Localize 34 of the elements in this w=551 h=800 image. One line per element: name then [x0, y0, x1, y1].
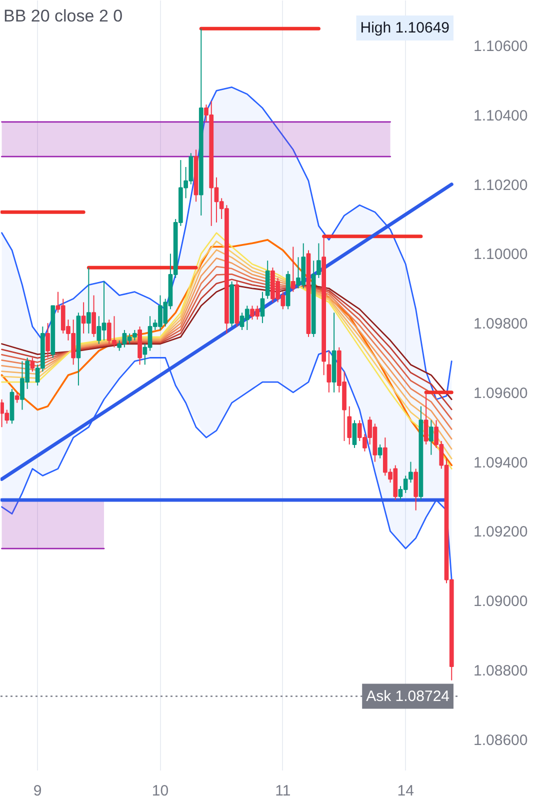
chart-title: BB 20 close 2 0	[4, 6, 123, 26]
candlestick	[428, 420, 434, 456]
candlestick	[352, 420, 357, 448]
candlestick	[378, 444, 382, 459]
line-series	[1, 86, 452, 400]
x-tick-label: 9	[33, 782, 42, 800]
candlestick	[81, 302, 86, 334]
y-tick-label: 1.09000	[474, 593, 528, 610]
candlestick	[260, 291, 265, 324]
candlestick	[14, 392, 20, 404]
candlestick	[30, 357, 35, 372]
y-tick-label: 1.09800	[474, 316, 528, 333]
y-tick-label: 1.10200	[474, 176, 528, 194]
x-tick-label: 10	[152, 782, 169, 800]
y-tick-label: 1.09400	[474, 454, 528, 472]
candlestick	[326, 350, 332, 393]
y-tick-label: 1.08600	[474, 732, 528, 749]
line-series	[1, 350, 452, 580]
ref-line-label: Ask 1.08724	[366, 688, 450, 705]
annotation: High 1.10649	[360, 20, 450, 36]
y-tick-label: 1.10600	[474, 38, 528, 56]
candlestick	[347, 406, 352, 445]
y-tick-label: 1.09600	[474, 384, 528, 402]
candlestick	[424, 392, 428, 445]
candlestick	[290, 246, 296, 292]
y-tick-label: 1.10000	[474, 246, 528, 264]
x-tick-label: 11	[275, 782, 291, 800]
y-tick-label: 1.09200	[474, 524, 528, 541]
x-tick-label: 14	[397, 782, 414, 800]
y-tick-label: 1.10400	[474, 107, 528, 124]
candlestick	[92, 294, 96, 338]
y-tick-label: 1.08800	[474, 662, 528, 680]
candlestick	[46, 322, 50, 358]
candlestick	[86, 267, 91, 334]
